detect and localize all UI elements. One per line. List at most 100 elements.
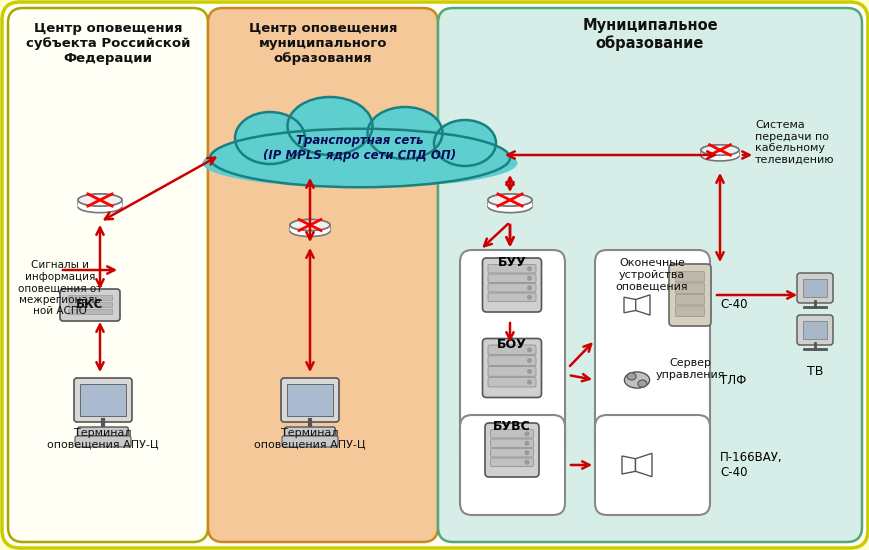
FancyBboxPatch shape	[488, 200, 531, 207]
Ellipse shape	[209, 129, 509, 187]
Text: Сигналы и
информация
оповещения от
межрегиональ
ной АСПО: Сигналы и информация оповещения от межре…	[18, 260, 102, 316]
Ellipse shape	[367, 107, 442, 159]
FancyBboxPatch shape	[74, 378, 132, 422]
Circle shape	[527, 348, 531, 353]
FancyBboxPatch shape	[287, 384, 333, 416]
FancyBboxPatch shape	[700, 150, 738, 156]
Text: П-166ВАУ,
С-40: П-166ВАУ, С-40	[720, 451, 782, 479]
Ellipse shape	[637, 380, 647, 387]
Text: Центр оповещения
субъекта Российской
Федерации: Центр оповещения субъекта Российской Фед…	[26, 22, 190, 65]
FancyBboxPatch shape	[68, 295, 112, 300]
Text: С-40: С-40	[720, 299, 746, 311]
Circle shape	[524, 441, 529, 446]
Polygon shape	[700, 150, 738, 156]
Circle shape	[527, 266, 531, 271]
Ellipse shape	[202, 138, 517, 188]
Polygon shape	[635, 295, 649, 315]
Text: Система
передачи по
кабельному
телевидению: Система передачи по кабельному телевиден…	[754, 120, 833, 165]
FancyBboxPatch shape	[208, 8, 437, 542]
FancyBboxPatch shape	[281, 378, 339, 422]
Polygon shape	[488, 200, 531, 207]
FancyBboxPatch shape	[289, 225, 329, 231]
Circle shape	[524, 431, 529, 436]
FancyBboxPatch shape	[60, 289, 120, 321]
FancyBboxPatch shape	[594, 250, 709, 465]
FancyBboxPatch shape	[490, 458, 533, 466]
FancyBboxPatch shape	[488, 274, 535, 283]
Text: Оконечные
устройства
оповещения: Оконечные устройства оповещения	[615, 258, 687, 291]
FancyBboxPatch shape	[674, 306, 704, 316]
Text: Муниципальное
образование: Муниципальное образование	[581, 18, 717, 51]
Circle shape	[527, 285, 531, 290]
Ellipse shape	[235, 112, 305, 164]
Ellipse shape	[700, 147, 738, 158]
FancyBboxPatch shape	[802, 321, 826, 339]
FancyBboxPatch shape	[488, 265, 535, 273]
Ellipse shape	[78, 197, 122, 210]
Ellipse shape	[488, 197, 531, 210]
Text: ТВ: ТВ	[806, 365, 822, 378]
Ellipse shape	[488, 194, 531, 206]
Text: Центр оповещения
муниципального
образования: Центр оповещения муниципального образова…	[249, 22, 397, 65]
Circle shape	[527, 276, 531, 280]
Ellipse shape	[488, 201, 531, 213]
FancyBboxPatch shape	[802, 279, 826, 297]
FancyBboxPatch shape	[594, 415, 709, 515]
Circle shape	[527, 295, 531, 300]
Text: ТЛФ: ТЛФ	[720, 373, 746, 387]
Text: Терминал
оповещения АПУ-Ц: Терминал оповещения АПУ-Ц	[47, 428, 159, 449]
Text: Транспортная сеть
(IP MPLS ядро сети СПД ОП): Транспортная сеть (IP MPLS ядро сети СПД…	[263, 134, 456, 162]
Polygon shape	[634, 453, 651, 477]
Ellipse shape	[488, 194, 531, 206]
FancyBboxPatch shape	[488, 283, 535, 292]
FancyBboxPatch shape	[488, 293, 535, 301]
FancyBboxPatch shape	[482, 258, 541, 312]
Ellipse shape	[287, 97, 372, 155]
Text: БУУ: БУУ	[497, 256, 526, 268]
Polygon shape	[621, 456, 634, 474]
FancyBboxPatch shape	[488, 356, 535, 366]
FancyBboxPatch shape	[68, 302, 112, 307]
Ellipse shape	[624, 372, 649, 388]
FancyBboxPatch shape	[490, 439, 533, 448]
FancyBboxPatch shape	[674, 272, 704, 282]
FancyBboxPatch shape	[282, 436, 338, 447]
FancyBboxPatch shape	[488, 377, 535, 387]
Ellipse shape	[700, 151, 738, 161]
Ellipse shape	[78, 201, 122, 213]
FancyBboxPatch shape	[674, 283, 704, 294]
Text: БОУ: БОУ	[496, 338, 527, 351]
FancyBboxPatch shape	[284, 427, 335, 436]
FancyBboxPatch shape	[674, 294, 704, 305]
Ellipse shape	[289, 223, 329, 234]
FancyBboxPatch shape	[460, 415, 564, 515]
Circle shape	[527, 358, 531, 363]
FancyBboxPatch shape	[796, 273, 832, 303]
Circle shape	[524, 460, 529, 465]
FancyBboxPatch shape	[68, 309, 112, 314]
FancyBboxPatch shape	[488, 345, 535, 355]
Text: БКС: БКС	[76, 299, 103, 311]
Ellipse shape	[627, 373, 635, 380]
Ellipse shape	[700, 145, 738, 155]
Polygon shape	[289, 225, 329, 231]
Circle shape	[527, 379, 531, 384]
Circle shape	[527, 369, 531, 374]
FancyBboxPatch shape	[80, 384, 126, 416]
FancyBboxPatch shape	[75, 436, 131, 447]
Text: БУВС: БУВС	[493, 421, 530, 433]
FancyBboxPatch shape	[490, 448, 533, 457]
FancyBboxPatch shape	[668, 264, 710, 326]
FancyBboxPatch shape	[78, 200, 122, 207]
FancyBboxPatch shape	[796, 315, 832, 345]
Ellipse shape	[700, 145, 738, 155]
Ellipse shape	[78, 194, 122, 206]
FancyBboxPatch shape	[488, 366, 535, 376]
FancyBboxPatch shape	[484, 423, 539, 477]
Ellipse shape	[289, 219, 329, 230]
Polygon shape	[623, 297, 635, 313]
FancyBboxPatch shape	[460, 250, 564, 465]
Polygon shape	[78, 200, 122, 207]
Ellipse shape	[78, 194, 122, 206]
FancyBboxPatch shape	[77, 427, 128, 436]
